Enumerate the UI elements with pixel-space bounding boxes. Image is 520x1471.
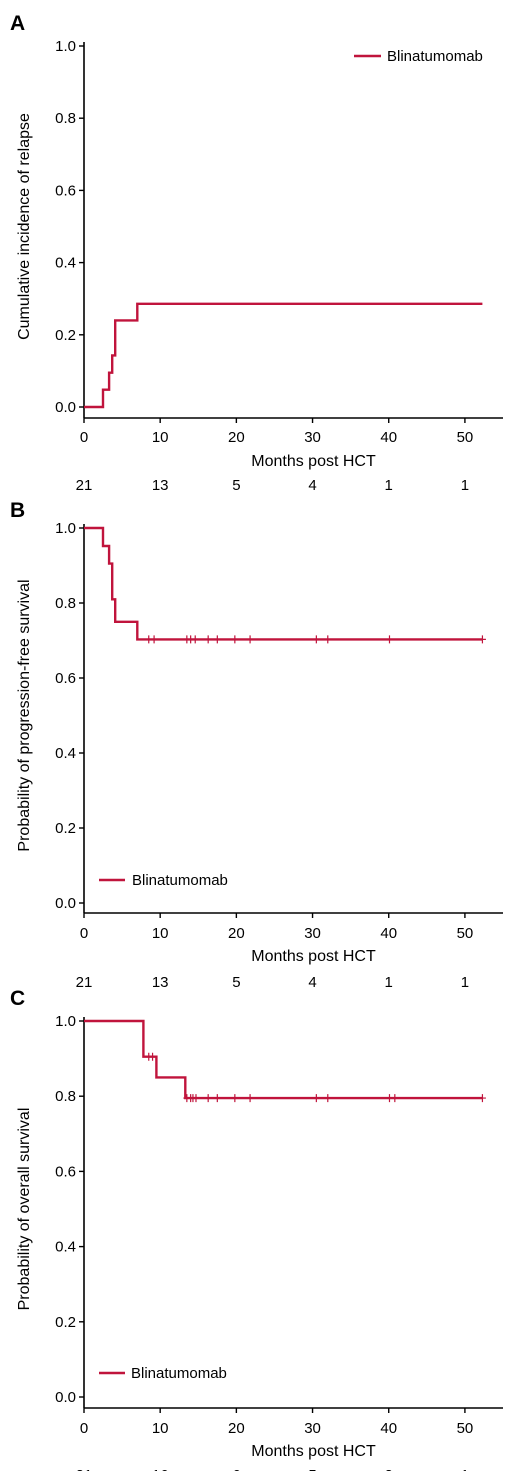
y-tick-label: 0.6 bbox=[55, 182, 76, 199]
risk-number: 5 bbox=[232, 477, 240, 494]
risk-number: 1 bbox=[385, 974, 393, 991]
censor-mark bbox=[231, 635, 239, 644]
risk-number: 6 bbox=[232, 1467, 240, 1471]
y-tick-label: 0.2 bbox=[55, 327, 76, 344]
x-tick-label: 40 bbox=[380, 429, 397, 446]
y-tick-label: 1.0 bbox=[55, 38, 76, 55]
risk-number: 13 bbox=[152, 974, 169, 991]
y-tick-label: 0.2 bbox=[55, 820, 76, 837]
censor-mark bbox=[246, 635, 254, 644]
x-tick-label: 40 bbox=[380, 1420, 397, 1437]
x-tick-label: 0 bbox=[80, 925, 88, 942]
x-tick-label: 10 bbox=[152, 1420, 169, 1437]
censor-mark bbox=[324, 1094, 332, 1103]
y-tick-label: 0.8 bbox=[55, 110, 76, 127]
panel-c: C 0.0 0.2 0.4 0.6 0.8 1.0 0 10 20 30 40 50 Months pos… bbox=[10, 987, 503, 1471]
x-axis-title: Months post HCT bbox=[251, 453, 376, 470]
censor-mark bbox=[191, 635, 199, 644]
x-tick-label: 20 bbox=[228, 429, 245, 446]
x-axis-title: Months post HCT bbox=[251, 948, 376, 965]
x-tick-label: 50 bbox=[457, 1420, 474, 1437]
risk-number: 16 bbox=[152, 1467, 169, 1471]
x-tick-label: 20 bbox=[228, 925, 245, 942]
y-tick-label: 0.4 bbox=[55, 255, 76, 272]
x-tick-label: 0 bbox=[80, 1420, 88, 1437]
risk-number: 5 bbox=[308, 1467, 316, 1471]
y-tick-label: 0.0 bbox=[55, 399, 76, 416]
risk-number: 21 bbox=[76, 974, 93, 991]
x-tick-label: 20 bbox=[228, 1420, 245, 1437]
censor-mark bbox=[204, 1094, 212, 1103]
legend-label: Blinatumomab bbox=[131, 1365, 227, 1382]
x-tick-label: 30 bbox=[304, 429, 321, 446]
x-tick-label: 0 bbox=[80, 429, 88, 446]
y-tick-label: 0.8 bbox=[55, 1088, 76, 1105]
x-tick-label: 40 bbox=[380, 925, 397, 942]
censor-mark bbox=[149, 1052, 157, 1061]
risk-number: 21 bbox=[76, 1467, 93, 1471]
panel-b: B 0.0 0.2 0.4 0.6 0.8 1.0 0 10 20 30 40 50 Months pos… bbox=[10, 499, 503, 991]
censor-mark bbox=[478, 1094, 486, 1103]
y-tick-label: 1.0 bbox=[55, 520, 76, 537]
risk-number: 1 bbox=[385, 477, 393, 494]
censor-mark bbox=[478, 635, 486, 644]
censor-mark bbox=[391, 1094, 399, 1103]
risk-number: 4 bbox=[308, 477, 316, 494]
risk-number: 5 bbox=[232, 974, 240, 991]
censor-mark bbox=[312, 635, 320, 644]
panel-letter: A bbox=[10, 12, 25, 35]
panel-letter: C bbox=[10, 987, 25, 1010]
y-tick-label: 0.2 bbox=[55, 1314, 76, 1331]
x-axis-title: Months post HCT bbox=[251, 1443, 376, 1460]
panel-a: A 0.0 0.2 0.4 0.6 0.8 1.0 0 10 20 30 40 50 Months pos… bbox=[10, 12, 503, 494]
censor-mark bbox=[312, 1094, 320, 1103]
risk-number: 2 bbox=[385, 1467, 393, 1471]
x-tick-label: 30 bbox=[304, 1420, 321, 1437]
x-tick-label: 10 bbox=[152, 925, 169, 942]
y-tick-label: 0.0 bbox=[55, 1389, 76, 1406]
risk-number: 13 bbox=[152, 477, 169, 494]
y-axis-title: Cumulative incidence of relapse bbox=[16, 113, 33, 340]
y-tick-label: 0.4 bbox=[55, 745, 76, 762]
y-tick-label: 1.0 bbox=[55, 1013, 76, 1030]
censor-mark bbox=[246, 1094, 254, 1103]
series-line bbox=[84, 1019, 483, 1100]
y-tick-label: 0.6 bbox=[55, 670, 76, 687]
risk-number: 1 bbox=[461, 477, 469, 494]
censor-mark bbox=[385, 635, 393, 644]
series-line bbox=[84, 302, 483, 409]
censor-mark bbox=[204, 635, 212, 644]
series-line bbox=[84, 526, 483, 641]
x-tick-label: 50 bbox=[457, 429, 474, 446]
censor-mark bbox=[324, 635, 332, 644]
risk-number: 21 bbox=[76, 477, 93, 494]
y-tick-label: 0.0 bbox=[55, 895, 76, 912]
y-axis-title: Probability of progression-free survival bbox=[16, 579, 33, 851]
risk-number: 1 bbox=[461, 974, 469, 991]
censor-mark bbox=[213, 635, 221, 644]
legend-label: Blinatumomab bbox=[132, 872, 228, 889]
x-tick-label: 30 bbox=[304, 925, 321, 942]
y-axis-title: Probability of overall survival bbox=[16, 1108, 33, 1311]
legend-label: Blinatumomab bbox=[387, 48, 483, 65]
x-tick-label: 10 bbox=[152, 429, 169, 446]
y-tick-label: 0.4 bbox=[55, 1239, 76, 1256]
y-tick-label: 0.8 bbox=[55, 595, 76, 612]
x-tick-label: 50 bbox=[457, 925, 474, 942]
risk-number: 1 bbox=[461, 1467, 469, 1471]
censor-mark bbox=[192, 1094, 200, 1103]
risk-number: 4 bbox=[308, 974, 316, 991]
censor-mark bbox=[150, 635, 158, 644]
censor-mark bbox=[213, 1094, 221, 1103]
y-tick-label: 0.6 bbox=[55, 1163, 76, 1180]
panel-letter: B bbox=[10, 499, 25, 522]
censor-mark bbox=[231, 1094, 239, 1103]
